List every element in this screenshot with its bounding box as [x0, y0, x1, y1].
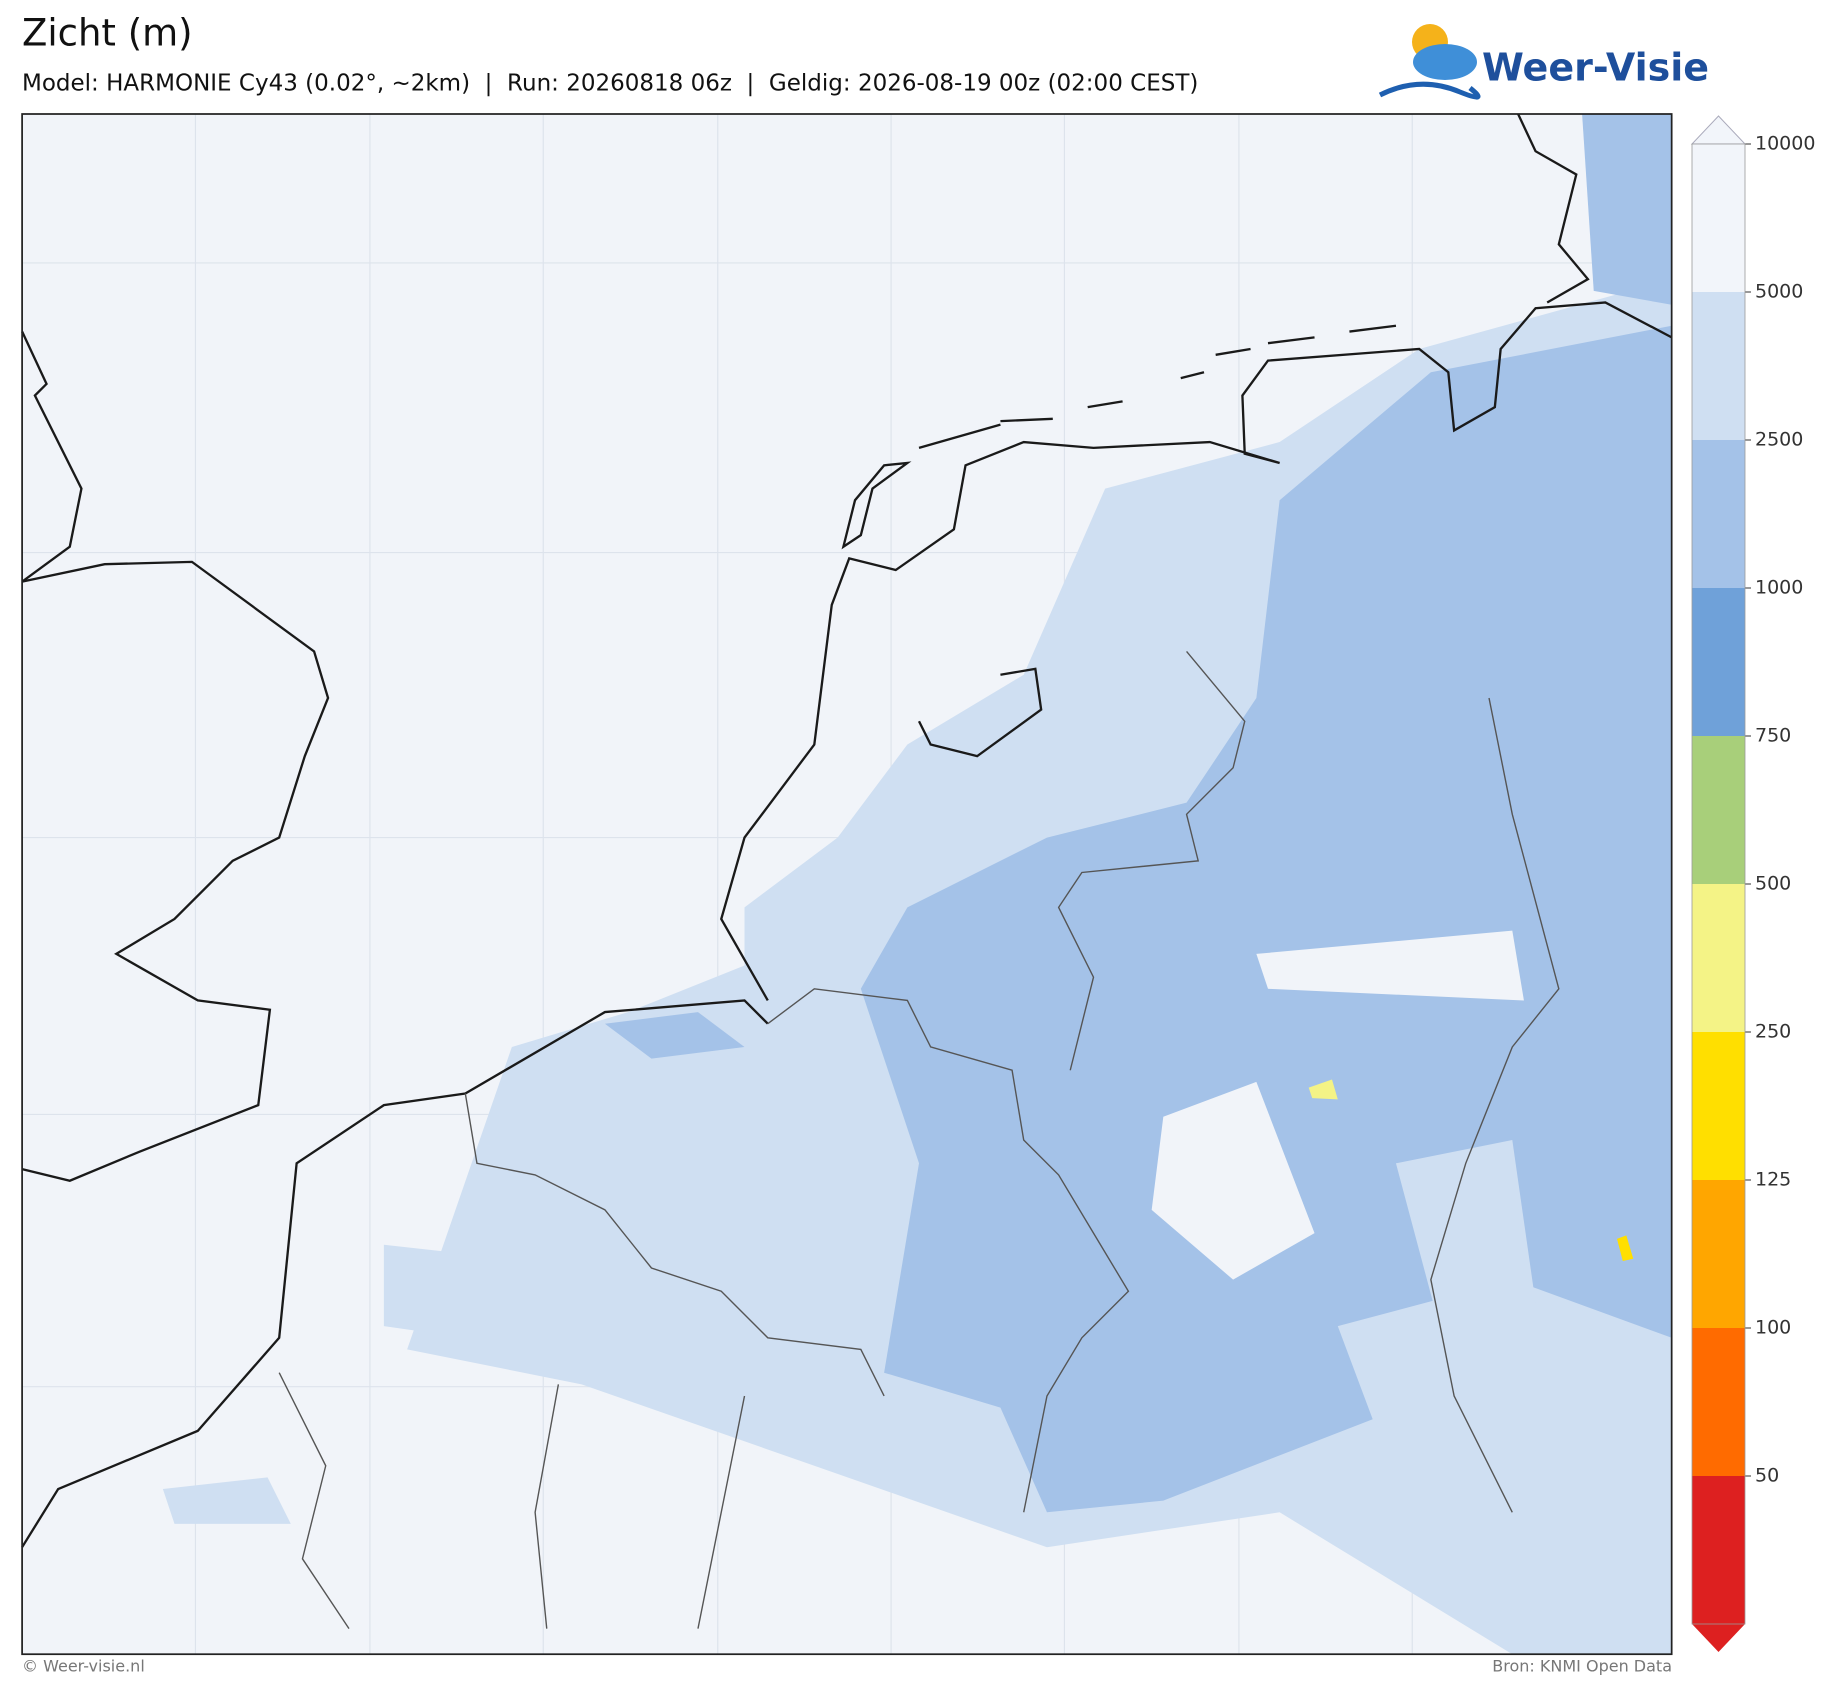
colorbar-band: [1692, 1180, 1745, 1328]
footer-source: Bron: KNMI Open Data: [1492, 1657, 1672, 1676]
colorbar-band: [1692, 144, 1745, 292]
subtitle: Model: HARMONIE Cy43 (0.02°, ~2km) | Run…: [22, 71, 1198, 97]
footer-credit: © Weer-visie.nl: [22, 1657, 145, 1676]
map-frame: [21, 113, 1673, 1656]
logo: Weer-Visie: [1378, 24, 1709, 100]
colorbar: 10000 5000 2500 1000 750 500 250 125 100 50: [1690, 115, 1815, 1652]
colorbar-band: [1692, 1032, 1745, 1180]
colorbar-tick-label: 750: [1755, 725, 1791, 747]
colorbar-tick-label: 1000: [1755, 577, 1803, 599]
logo-cloud: [1413, 44, 1477, 80]
colorbar-extend-bottom: [1692, 1624, 1745, 1652]
title: Zicht (m): [22, 12, 193, 55]
colorbar-band: [1692, 440, 1745, 588]
colorbar-band: [1692, 1476, 1745, 1624]
colorbar-outline: [1691, 143, 1746, 1625]
colorbar-band: [1692, 1328, 1745, 1476]
colorbar-tick-label: 2500: [1755, 429, 1803, 451]
colorbar-band: [1692, 292, 1745, 440]
colorbar-extend-top: [1690, 115, 1747, 145]
colorbar-band: [1692, 884, 1745, 1032]
colorbar-tick-label: 100: [1755, 1317, 1791, 1339]
logo-text: Weer-Visie: [1482, 46, 1709, 90]
colorbar-tick-label: 125: [1755, 1169, 1791, 1191]
colorbar-tick-label: 5000: [1755, 281, 1803, 303]
logo-wave: [1378, 81, 1481, 100]
colorbar-tick-label: 500: [1755, 873, 1791, 895]
visibility-field: [162, 114, 1672, 1655]
colorbar-band: [1692, 736, 1745, 884]
coastline: [21, 113, 1673, 1548]
borders: [278, 651, 1560, 1630]
colorbar-band: [1692, 588, 1745, 736]
colorbar-tick-label: 50: [1755, 1465, 1779, 1487]
colorbar-tick-label: 250: [1755, 1021, 1791, 1043]
colorbar-tick-label: 10000: [1755, 133, 1815, 155]
map: [21, 113, 1673, 1656]
